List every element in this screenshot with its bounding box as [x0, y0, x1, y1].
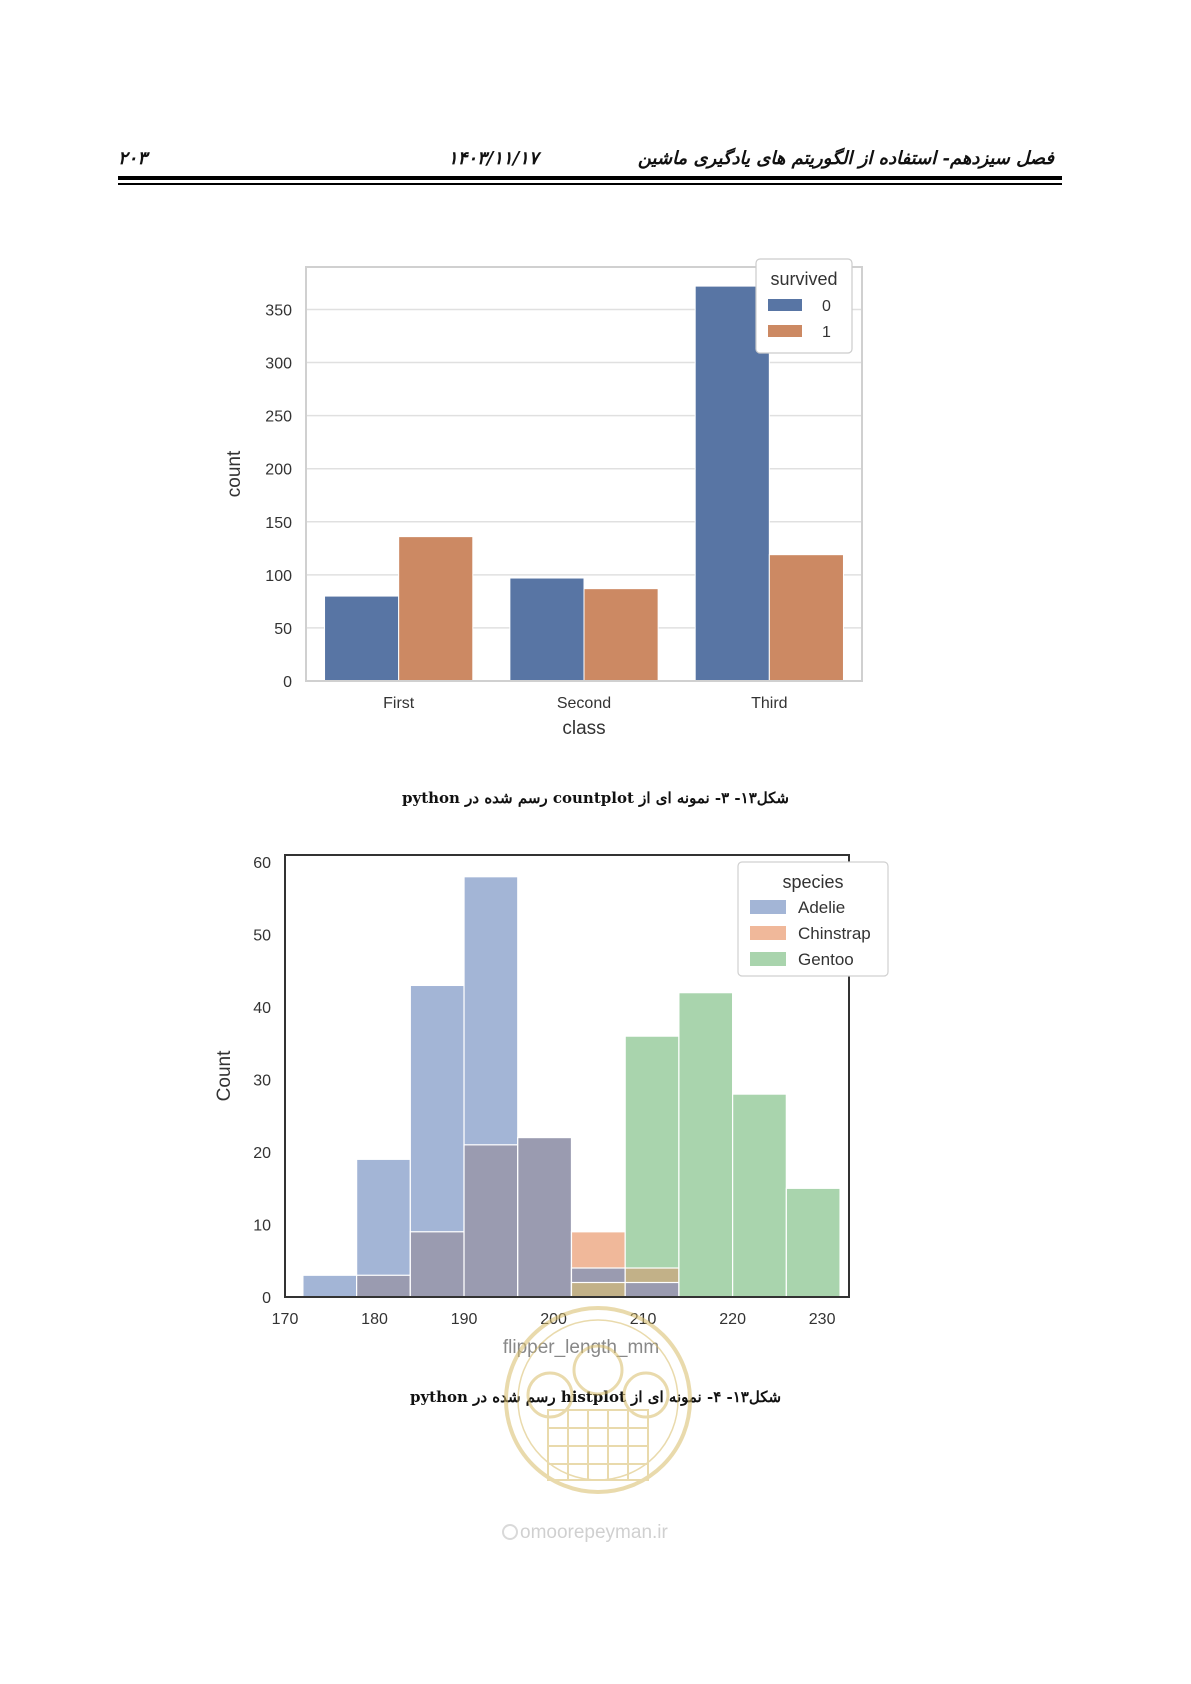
hist-bar-chinstrap [409, 1231, 465, 1298]
chart2-y-tick-labels: 0 10 20 30 40 50 60 [253, 855, 271, 1307]
legend-label-0: 0 [822, 298, 831, 315]
chart1-plot-frame [305, 266, 863, 682]
legend-label-gentoo: Gentoo [798, 950, 854, 969]
header-rule-thick [118, 176, 1062, 180]
legend-swatch-gentoo [750, 952, 786, 966]
chart1-y-axis-label: count [224, 450, 245, 497]
chart1-bars [324, 285, 844, 682]
chart2-x-tick: 170 [272, 1311, 299, 1328]
watermark-gear-icon [526, 1344, 670, 1419]
hist-bar-chinstrap [463, 1144, 519, 1298]
legend-label-adelie: Adelie [798, 898, 845, 917]
chart1-y-tick: 300 [265, 356, 292, 373]
legend-swatch-adelie [750, 900, 786, 914]
chart2-x-tick: 220 [719, 1311, 746, 1328]
chart1-y-tick: 150 [265, 515, 292, 532]
header-date: ۱۴۰۳/۱۱/۱۷ [448, 148, 539, 169]
bar-first-series-1 [398, 536, 474, 682]
header-rule-thin [118, 183, 1062, 185]
chart1-y-tick: 200 [265, 462, 292, 479]
hist-bar-adelie [356, 1158, 411, 1298]
chart1-y-tick: 100 [265, 568, 292, 585]
chart2-legend-title: species [782, 872, 843, 892]
hist-bar-gentoo [570, 1281, 626, 1298]
legend-label-chinstrap: Chinstrap [798, 924, 871, 943]
chart2-y-tick: 50 [253, 928, 271, 945]
chart1-x-tick: Third [751, 695, 787, 712]
chart1-y-tick: 250 [265, 409, 292, 426]
chart2-y-tick: 40 [253, 1000, 271, 1017]
watermark-grid-icon [547, 1409, 649, 1481]
watermark-site: omoorepeyman.ir [520, 1522, 669, 1543]
chart2-legend-box [737, 861, 889, 977]
legend-swatch-chinstrap [750, 926, 786, 940]
hist-bar-chinstrap [356, 1274, 411, 1298]
chapter-title: فصل سیزدهم- استفاده از الگوریتم های یادگ… [637, 148, 1054, 169]
chart2-legend: species Adelie Chinstrap Gentoo [737, 861, 889, 977]
chart2-plot-frame [284, 854, 850, 1298]
hist-bar-gentoo [678, 992, 734, 1298]
chart2-x-tick: 230 [809, 1311, 836, 1328]
hist-bar-adelie [624, 1281, 680, 1298]
watermark-stamp: omoorepeyman.ir [502, 1306, 692, 1543]
legend-swatch-1 [768, 325, 802, 337]
chart2-bars [302, 876, 841, 1298]
hist-bar-gentoo [624, 1035, 680, 1298]
chart1-y-tick: 350 [265, 302, 292, 319]
chart2-y-tick: 0 [262, 1290, 271, 1307]
chart1-x-axis-label: class [562, 718, 605, 739]
page-number: ۲۰۳ [118, 148, 148, 169]
chart1-x-tick: First [383, 695, 415, 712]
legend-swatch-0 [768, 299, 802, 311]
page-header: فصل سیزدهم- استفاده از الگوریتم های یادگ… [118, 140, 1062, 186]
watermark-inner-ring [517, 1319, 679, 1481]
globe-icon [502, 1524, 518, 1540]
legend-label-1: 1 [822, 324, 831, 341]
chart2-y-tick: 60 [253, 855, 271, 872]
chart2-y-axis-label: Count [214, 1050, 235, 1101]
hist-bar-adelie [302, 1274, 358, 1298]
chart1-legend-title: survived [770, 269, 837, 289]
bar-third-series-1 [768, 554, 844, 682]
bar-second-series-0 [509, 577, 585, 682]
chart2-x-tick: 180 [361, 1311, 388, 1328]
chart2-y-tick: 30 [253, 1073, 271, 1090]
chart1-x-tick: Second [557, 695, 611, 712]
chart1-y-tick-labels: 0 50 100 150 200 250 300 350 [265, 302, 292, 691]
chart1-y-tick: 0 [283, 674, 292, 691]
countplot-chart: 0 50 100 150 200 250 300 350 First Second Third c… [224, 258, 863, 739]
chart1-legend: survived 0 1 [755, 258, 853, 354]
chart1-x-tick-labels: First Second Third [383, 695, 787, 712]
hist-bar-chinstrap [517, 1136, 573, 1298]
watermark-ring [504, 1306, 692, 1494]
figure1-caption: شکل۱۳- ۳- نمونه ای از countplot رسم شده … [402, 789, 789, 807]
chart2-x-tick: 190 [451, 1311, 478, 1328]
bar-first-series-0 [324, 595, 400, 682]
chart2-y-tick: 20 [253, 1145, 271, 1162]
bar-second-series-1 [583, 588, 659, 682]
hist-bar-gentoo [785, 1187, 841, 1298]
chart1-y-tick: 50 [274, 621, 292, 638]
hist-bar-gentoo [732, 1093, 787, 1298]
chart2-y-tick: 10 [253, 1218, 271, 1235]
